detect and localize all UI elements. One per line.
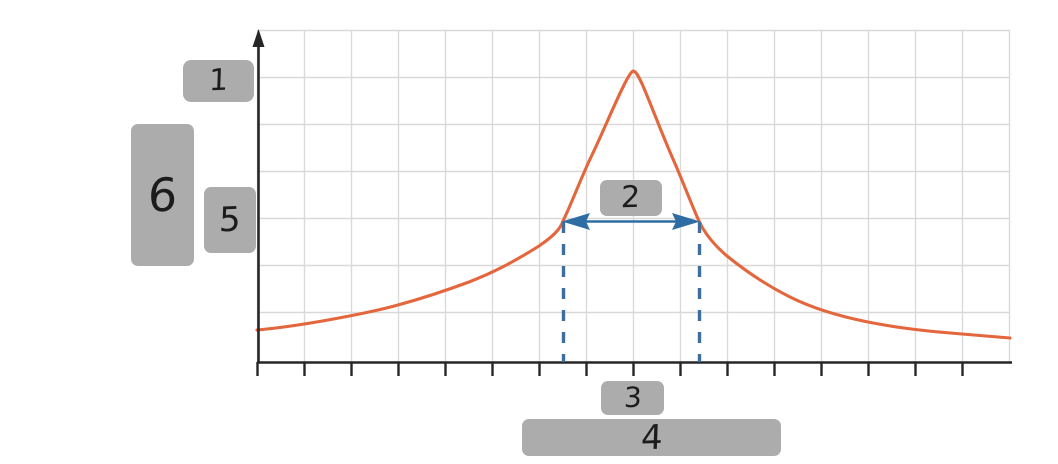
axes xyxy=(252,29,1012,376)
label-box-5-text: 5 xyxy=(218,199,242,241)
label-box-2-text: 2 xyxy=(620,179,642,216)
label-box-3[interactable]: 3 xyxy=(601,381,664,415)
grid-vertical-lines xyxy=(256,30,1011,362)
label-box-2[interactable]: 2 xyxy=(600,180,662,216)
label-box-1[interactable]: 1 xyxy=(183,60,254,102)
label-box-6[interactable]: 6 xyxy=(131,124,194,266)
label-box-3-text: 3 xyxy=(623,380,643,415)
grid-lines xyxy=(256,29,1011,362)
label-box-4[interactable]: 4 xyxy=(522,417,781,458)
fwhm-arrowhead-right xyxy=(672,213,700,230)
x-axis-ticks xyxy=(256,362,964,376)
dashed-guide-lines xyxy=(561,222,702,362)
grid-horizontal-lines xyxy=(257,29,1010,314)
label-box-4-text: 4 xyxy=(639,417,664,458)
label-box-6-text: 6 xyxy=(146,167,179,223)
label-box-5[interactable]: 5 xyxy=(204,187,256,253)
fwhm-double-arrow xyxy=(562,213,700,230)
y-axis-arrowhead xyxy=(252,29,265,47)
fwhm-arrowhead-left xyxy=(562,213,590,230)
resonance-curve xyxy=(255,69,1012,340)
label-box-1-text: 1 xyxy=(208,62,229,99)
